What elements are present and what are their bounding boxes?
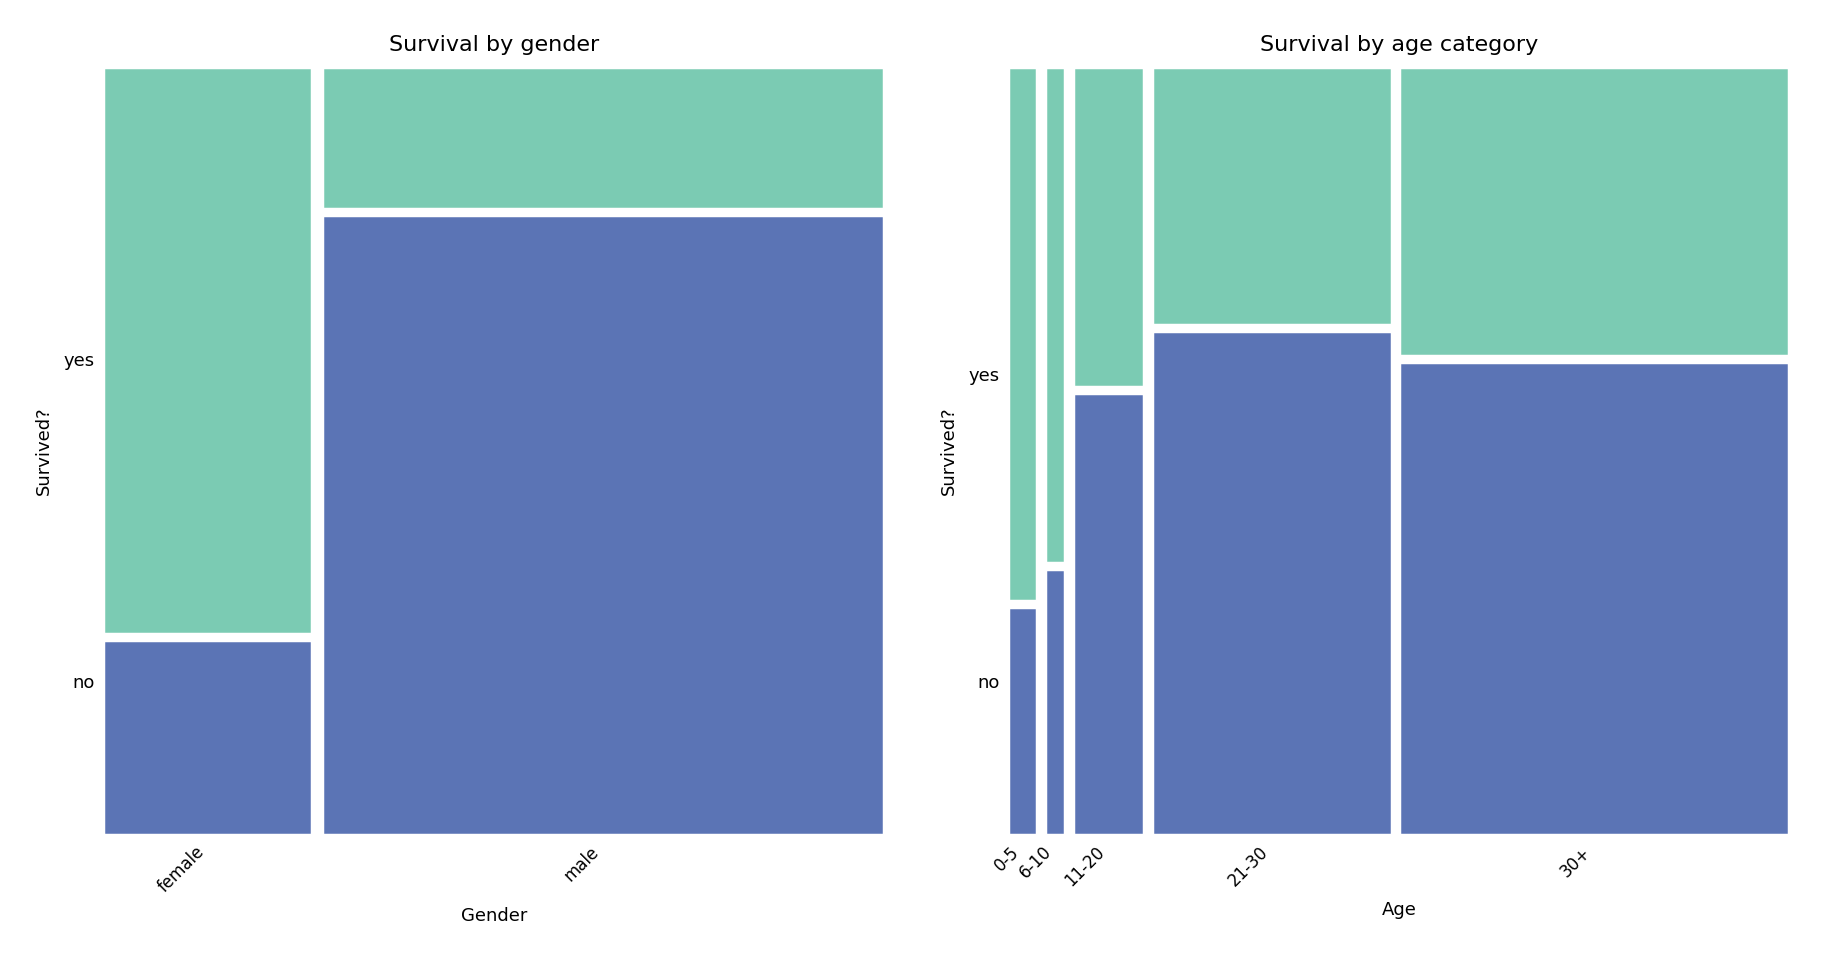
Bar — [104, 639, 312, 834]
Bar — [1045, 67, 1065, 563]
Y-axis label: Survived?: Survived? — [35, 407, 53, 495]
Bar — [1150, 331, 1391, 834]
X-axis label: Gender: Gender — [461, 907, 527, 925]
Title: Survival by age category: Survival by age category — [1260, 35, 1537, 55]
Bar — [1072, 67, 1143, 387]
Bar — [321, 215, 884, 834]
Bar — [1045, 569, 1065, 834]
Bar — [1398, 67, 1788, 356]
Bar — [1072, 393, 1143, 834]
Bar — [104, 67, 312, 634]
Y-axis label: Survived?: Survived? — [939, 407, 957, 495]
Bar — [1398, 362, 1788, 834]
Bar — [321, 67, 884, 208]
Bar — [1008, 608, 1035, 834]
Bar — [1150, 67, 1391, 325]
Title: Survival by gender: Survival by gender — [388, 35, 598, 55]
X-axis label: Age: Age — [1380, 900, 1415, 919]
Bar — [1008, 67, 1035, 601]
